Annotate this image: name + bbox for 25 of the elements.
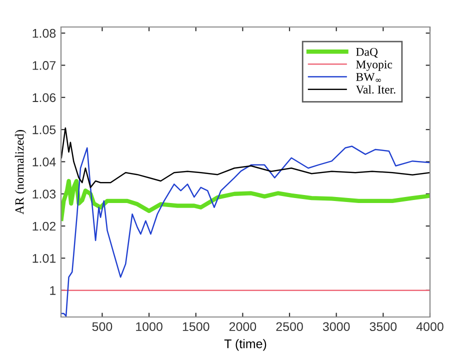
x-tick-label: 1500: [182, 322, 210, 332]
y-tick-label: 1.02: [32, 222, 56, 231]
y-tick-label: 1.06: [32, 93, 56, 102]
x-tick-label: 1000: [136, 322, 162, 332]
x-tick-label: 2500: [276, 322, 303, 332]
line-series: [61, 127, 430, 188]
y-tick-label: 1.04: [32, 158, 56, 166]
y-tick-label: 1: [50, 286, 56, 295]
y-tick-label: 1.07: [32, 61, 56, 70]
x-tick-label: 500: [92, 322, 112, 332]
legend-label: Val. Iter.: [356, 85, 396, 94]
x-axis-title: T (time): [224, 339, 266, 351]
x-tick-label: 4000: [416, 322, 444, 332]
y-tick-label: 1.05: [32, 125, 56, 134]
y-tick-label: 1.01: [32, 254, 56, 263]
x-tick-label: 3000: [322, 322, 350, 332]
legend-label: Myopic: [356, 60, 392, 71]
legend-label: BW$_{∞}$: [356, 73, 381, 82]
y-tick-label: 1.08: [32, 28, 56, 38]
x-tick-label: 2000: [229, 322, 256, 332]
x-tick-label: 3500: [370, 322, 397, 332]
y-tick-label: 1.03: [32, 190, 56, 199]
legend-label: DaQ: [356, 48, 378, 58]
y-axis-title: AR (normalized): [14, 130, 26, 214]
line-series: [61, 178, 430, 222]
